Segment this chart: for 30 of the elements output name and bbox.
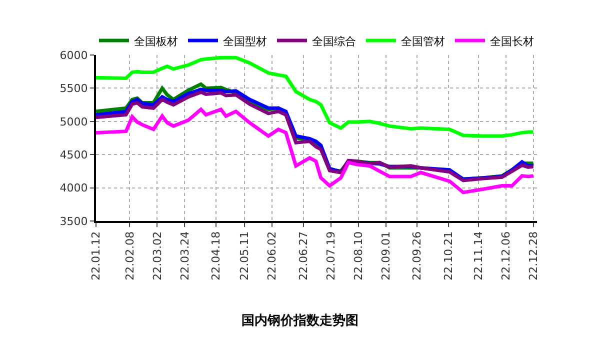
y-tick-label: 4000 [60,182,88,195]
text: 国内钢价指数走势图 [242,312,358,328]
legend-label: 全国综合 [312,34,356,48]
x-tick-label: 22.12.06 [499,231,512,280]
y-tick-label: 3500 [60,214,88,228]
y-tick-label: 5500 [60,82,88,96]
x-tick-label: 22.11.14 [472,231,485,280]
y-tick-label: 5000 [60,115,88,128]
x-tick-label: 22.12.28 [526,231,540,280]
y-tick-label: 6000 [60,48,88,62]
x-tick-label: 22.09.26 [410,231,424,280]
x-tick-label: 22.03.24 [178,231,192,280]
x-tick-label: 22.08.10 [352,231,365,280]
x-tick-label: 22.09.01 [379,231,392,280]
x-tick-label: 22.03.02 [150,231,164,280]
legend-label: 全国管材 [401,34,445,48]
x-tick-label: 22.05.11 [238,231,252,280]
legend-label: 全国型材 [223,34,267,48]
line-series [96,56,535,138]
legend-label: 全国板材 [134,34,178,48]
x-tick-label: 22.02.08 [123,231,136,280]
y-tick-label: 4500 [60,148,88,162]
line-series [96,108,535,194]
x-tick-label: 22.06.02 [266,231,279,280]
legend-label: 全国长材 [490,34,534,48]
x-tick-label: 22.01.12 [90,231,103,280]
x-tick-label: 22.10.21 [442,231,455,280]
x-tick-label: 22.06.27 [296,231,310,280]
x-tick-label: 22.07.19 [324,231,338,280]
x-tick-label: 22.04.18 [210,231,223,280]
